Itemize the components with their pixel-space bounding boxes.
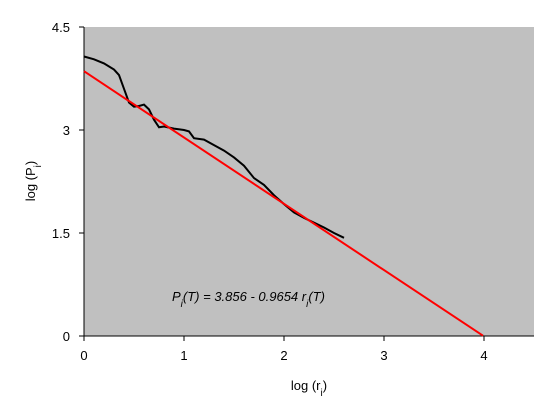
y-tick-label: 3 bbox=[63, 123, 70, 138]
subscript: i bbox=[33, 165, 44, 167]
annotation: Pi(T) = 3.856 - 0.9654 ri(T) bbox=[172, 289, 325, 310]
ylabel: log (Pi) bbox=[23, 161, 44, 202]
xlabel: log (ri) bbox=[291, 378, 327, 399]
x-tick-label: 3 bbox=[380, 348, 387, 363]
text-part: ) bbox=[323, 378, 327, 393]
x-tick-label: 4 bbox=[480, 348, 487, 363]
y-tick-label: 0 bbox=[63, 329, 70, 344]
text-part: P bbox=[172, 289, 181, 304]
subscript: i bbox=[306, 299, 309, 310]
text-part: log (r bbox=[291, 378, 321, 393]
y-tick-label: 4.5 bbox=[52, 20, 70, 35]
x-tick-label: 1 bbox=[180, 348, 187, 363]
series-line bbox=[83, 70, 484, 337]
x-tick-label: 2 bbox=[280, 348, 287, 363]
plot-area bbox=[84, 27, 534, 336]
text-part: (T) = 3.856 - 0.9654 r bbox=[183, 289, 307, 304]
text-part: (T) bbox=[308, 289, 325, 304]
text-part: log (P bbox=[23, 167, 38, 201]
x-tick-label: 0 bbox=[80, 348, 87, 363]
subscript: i bbox=[321, 388, 323, 399]
y-tick-label: 1.5 bbox=[52, 226, 70, 241]
series-line bbox=[83, 55, 345, 239]
text-part: ) bbox=[23, 161, 38, 165]
subscript: i bbox=[181, 299, 184, 310]
